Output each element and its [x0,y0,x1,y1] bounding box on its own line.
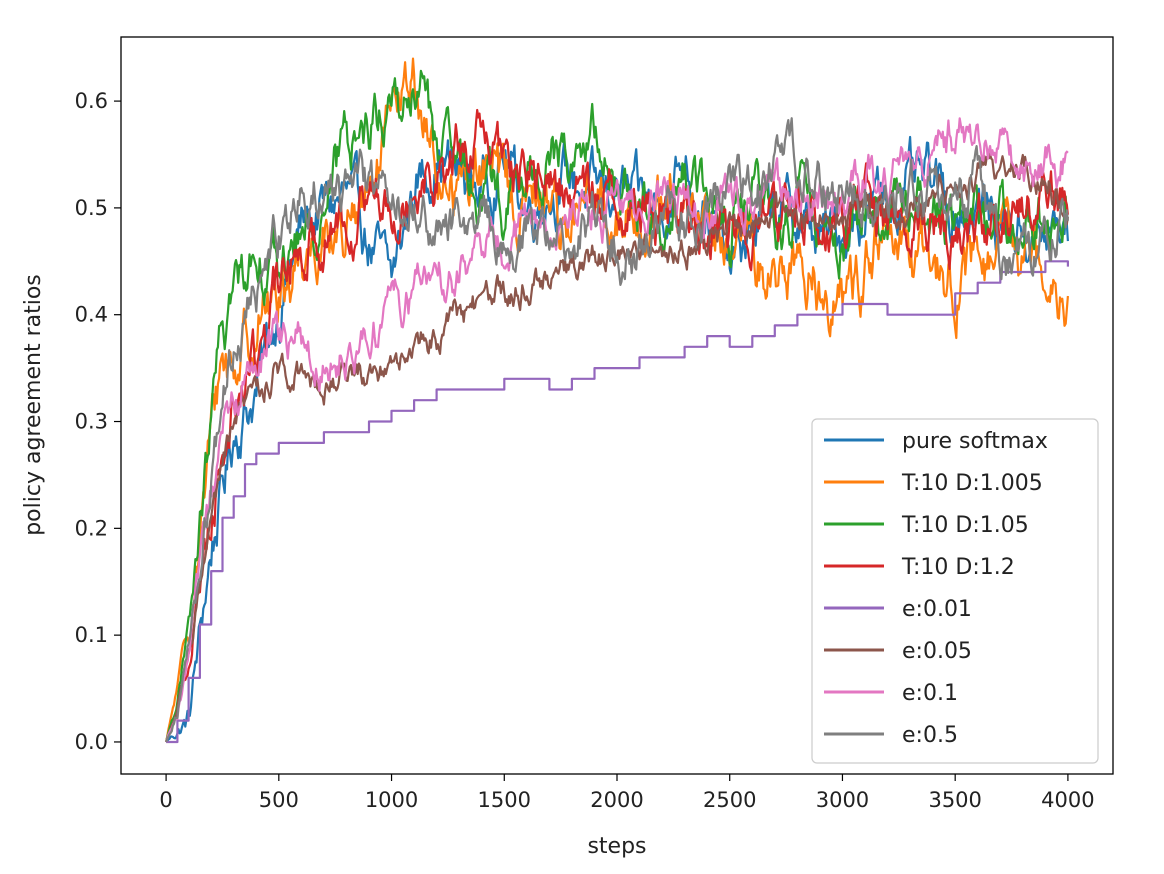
legend-label-e-0-01: e:0.01 [902,597,972,622]
legend: pure softmax T:10 D:1.005 T:10 D:1.05 T:10 … [812,419,1098,763]
x-tick-label: 1500 [478,788,531,812]
y-tick-label: 0.5 [75,196,108,220]
x-tick-label: 4000 [1041,788,1094,812]
x-tick-label: 0 [159,788,172,812]
y-tick-label: 0.4 [75,303,108,327]
legend-label-pure-softmax: pure softmax [902,429,1048,454]
x-tick-label: 2500 [703,788,756,812]
legend-label-e-0-1: e:0.1 [902,681,958,706]
y-tick-label: 0.0 [75,730,108,754]
x-tick-label: 3500 [928,788,981,812]
x-tick-label: 500 [259,788,299,812]
x-tick-label: 1000 [365,788,418,812]
y-tick-label: 0.1 [75,623,108,647]
y-tick-label: 0.6 [75,89,108,113]
legend-label-e-0-05: e:0.05 [902,639,972,664]
y-axis-label: policy agreement ratios [21,274,46,536]
legend-label-e-0-5: e:0.5 [902,723,958,748]
x-tick-label: 3000 [816,788,869,812]
x-axis-label: steps [587,834,646,859]
legend-label-t-10-d-1-2: T:10 D:1.2 [901,555,1015,580]
y-tick-label: 0.2 [75,516,108,540]
x-tick-label: 2000 [590,788,643,812]
y-tick-label: 0.3 [75,410,108,434]
legend-label-t-10-d-1-05: T:10 D:1.05 [901,513,1029,538]
legend-label-t-10-d-1-005: T:10 D:1.005 [901,471,1043,496]
